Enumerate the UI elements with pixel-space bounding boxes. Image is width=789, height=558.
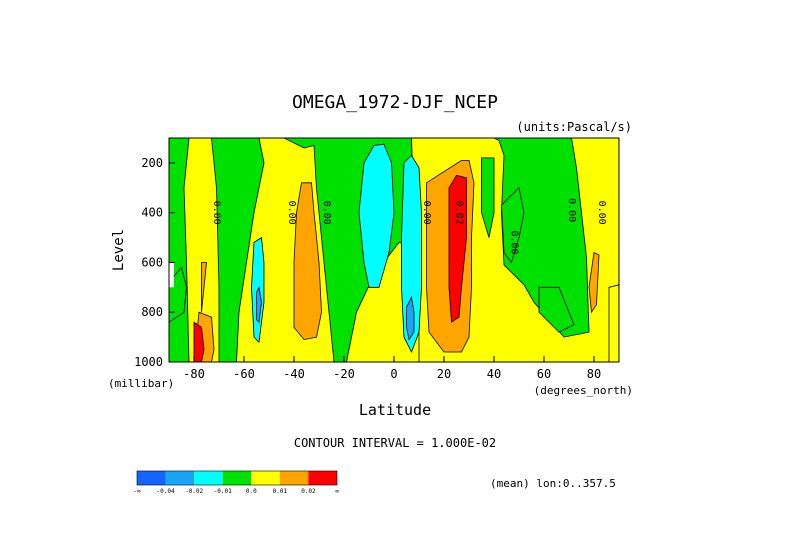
colorbar-swatch (222, 471, 252, 485)
y-tick-label: 400 (141, 206, 163, 220)
x-tick-label: 0 (390, 367, 397, 381)
contour-region-4 (481, 157, 495, 238)
y-tick-label: 1000 (134, 355, 163, 369)
colorbar-label: 0.01 (273, 488, 288, 495)
contour-region-14 (193, 321, 205, 363)
contour-region-10 (293, 182, 322, 341)
plot-area (168, 137, 620, 363)
colorbar-swatch (308, 471, 337, 485)
contour-region-19 (406, 296, 415, 341)
contour-label-6: 0.00 (566, 198, 577, 222)
x-tick-label: 60 (537, 367, 551, 381)
colorbar-label: 0.02 (301, 488, 316, 495)
x-axis-label: Latitude (359, 401, 431, 419)
missing-data-region (169, 262, 174, 288)
y-tick-label: 600 (141, 255, 163, 269)
contour-region-18 (256, 286, 262, 324)
colorbar-label: -0.04 (157, 488, 175, 495)
x-tick-label: -20 (333, 367, 355, 381)
contour-region-12 (588, 251, 600, 314)
x-tick-label: -40 (283, 367, 305, 381)
contour-region-13 (448, 174, 467, 323)
colorbar-label: -0.01 (214, 488, 232, 495)
x-tick-label: 40 (487, 367, 501, 381)
colorbar-label: ∞ (335, 488, 339, 495)
colorbar-label: -∞ (133, 488, 141, 495)
x-tick-label: 20 (437, 367, 451, 381)
contour-labels: 0.00 0.00 0.00 0.00 0.02 0.00 0.00 0.00 (211, 198, 607, 254)
contour-label-0: 0.00 (211, 201, 222, 225)
contour-region-5 (501, 186, 525, 264)
contour-label-3: 0.00 (421, 201, 432, 225)
x-axis: -80 -60 -40 -20 0 20 40 60 80 (183, 356, 601, 381)
contour-region-17 (401, 154, 422, 353)
mean-text: (mean) lon:0..357.5 (490, 477, 616, 490)
colorbar-swatch (279, 471, 309, 485)
contour-interval-text: CONTOUR INTERVAL = 1.000E-02 (294, 436, 496, 450)
chart-title: OMEGA_1972-DJF_NCEP (292, 92, 498, 113)
colorbar-frame (136, 470, 338, 486)
y-units-label: (millibar) (108, 377, 174, 390)
y-tick-label: 800 (141, 305, 163, 319)
contour-label-7: 0.00 (596, 201, 607, 225)
contour-region-7 (608, 284, 620, 363)
contour-region-6 (538, 286, 575, 333)
contour-label-2: 0.00 (321, 201, 332, 225)
contour-region-8 (201, 261, 207, 313)
x-tick-label: 80 (587, 367, 601, 381)
x-units-label: (degrees_north) (534, 384, 633, 397)
colorbar-swatch (137, 471, 166, 485)
y-axis: 200 400 600 800 1000 (134, 156, 175, 369)
colorbar-swatch (165, 471, 195, 485)
colorbar-label: -0.02 (185, 488, 203, 495)
units-label: (units:Pascal/s) (516, 120, 632, 134)
y-tick-label: 200 (141, 156, 163, 170)
contour-label-1: 0.00 (286, 201, 297, 225)
colorbar-swatch (194, 471, 223, 485)
colorbar: -∞ -0.04 -0.02 -0.01 0.0 0.01 0.02 ∞ (133, 470, 339, 495)
colorbar-label: 0.0 (246, 488, 257, 495)
x-tick-label: -60 (233, 367, 255, 381)
contour-region-16 (358, 143, 395, 288)
colorbar-swatch (251, 471, 280, 485)
y-axis-label: Level (111, 229, 127, 271)
contour-label-4: 0.02 (454, 201, 465, 225)
x-tick-label: -80 (183, 367, 205, 381)
contour-label-5: 0.00 (509, 230, 520, 254)
